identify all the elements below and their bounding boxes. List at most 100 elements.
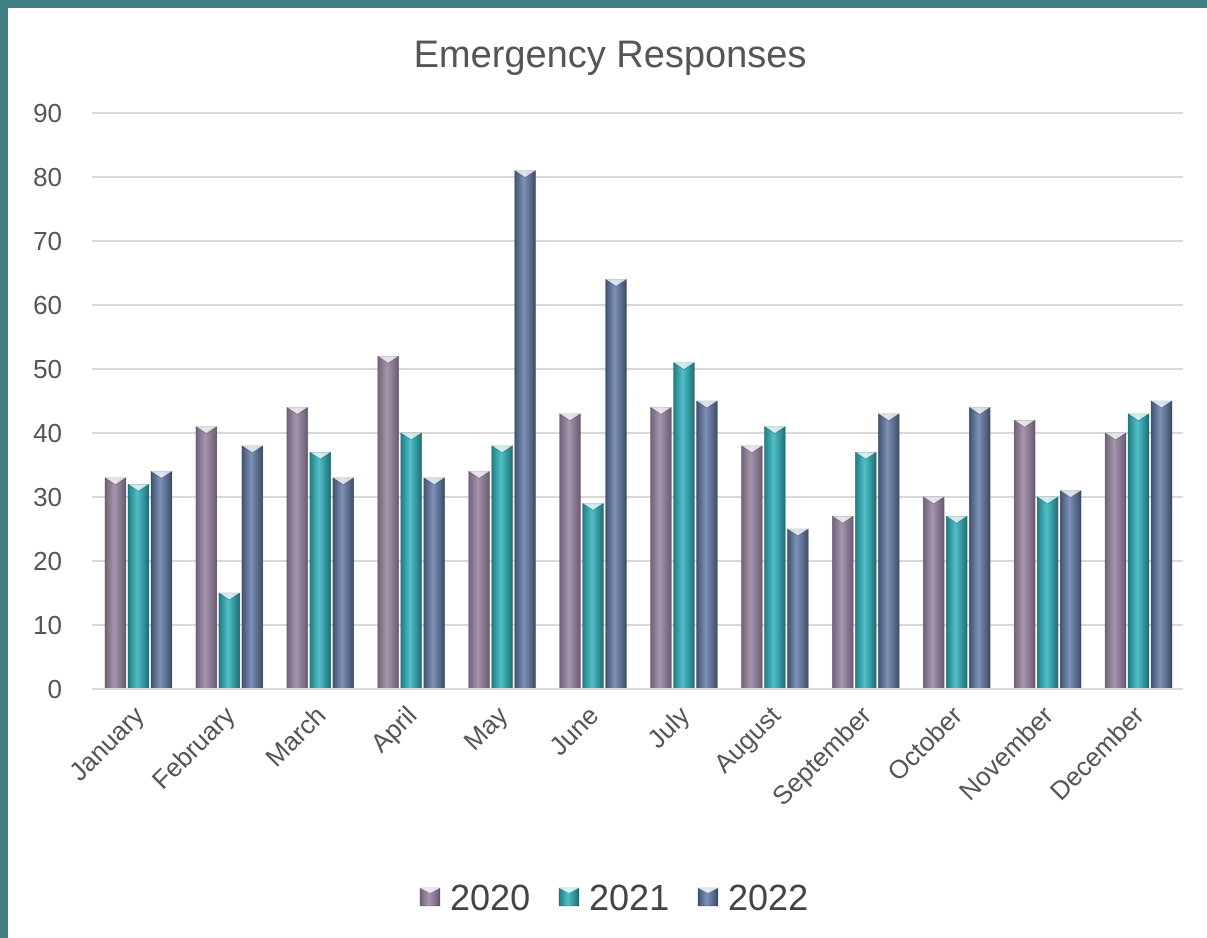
bar-body (468, 471, 490, 690)
bar-cap-edge (309, 451, 332, 460)
x-tick-label: October (881, 700, 968, 787)
bar-cap (150, 471, 172, 479)
bar-body (877, 413, 900, 690)
bar-cap-edge (332, 477, 355, 486)
legend-label: 2020 (450, 877, 530, 918)
bar-body (582, 503, 604, 690)
bar-cap-edge (104, 477, 127, 486)
bar-cap (286, 407, 308, 415)
legend-label: 2022 (728, 877, 808, 918)
bar-2022-december (1150, 400, 1173, 690)
bar-2020-november (1013, 419, 1036, 690)
bar-cap-edge (696, 400, 718, 409)
bar-body (673, 362, 695, 690)
bar-cap-edge (150, 471, 173, 479)
bar-2022-august (787, 528, 809, 690)
bar-2020-october (922, 496, 945, 690)
bar-cap-edge (1104, 432, 1127, 441)
legend-label: 2021 (589, 877, 669, 918)
bar-body (195, 426, 218, 690)
bar-body (332, 477, 355, 690)
bar-cap (1060, 490, 1082, 498)
bar-cap (1151, 401, 1173, 408)
bar-cap (741, 445, 763, 453)
bar-cap (423, 477, 445, 485)
bar-cap (946, 516, 968, 524)
bar-cap (650, 407, 672, 415)
legend: 2020 2021 2022 (419, 877, 808, 918)
bar-cap-edge (945, 515, 968, 524)
bar-cap (855, 452, 877, 460)
bar-cap (218, 593, 240, 600)
bar-2022-november (1059, 490, 1082, 690)
bar-body (218, 592, 241, 690)
bar-cap-edge (241, 445, 264, 454)
bar-cap-edge (1013, 419, 1036, 428)
bar-cap-edge (878, 413, 900, 422)
bar-cap-edge (832, 515, 854, 524)
bar-cap (787, 529, 809, 536)
x-tick-label: November (953, 700, 1059, 806)
bar-body (127, 483, 150, 690)
bar-cap (1128, 413, 1150, 421)
bar-2020-july (650, 407, 672, 690)
legend-item-2021: 2021 (558, 877, 669, 918)
bar-body (491, 445, 513, 690)
bar-body (922, 496, 945, 690)
bar-cap (127, 484, 149, 492)
bar-2022-september (877, 413, 900, 690)
bar-cap-edge (468, 471, 490, 479)
bar-cap (1105, 433, 1127, 440)
bar-cap (764, 426, 786, 434)
bar-2021-november (1036, 496, 1059, 690)
bar-body (423, 477, 446, 690)
bar-body (650, 407, 672, 690)
bar-cap-edge (377, 355, 399, 364)
bar-2022-october (968, 407, 991, 690)
bar-2020-august (741, 445, 763, 690)
bars (92, 170, 1183, 690)
bar-cap-edge (218, 592, 241, 601)
y-tick-label: 40 (33, 418, 62, 448)
bar-cap (969, 407, 991, 415)
x-tick-label: December (1044, 700, 1150, 806)
bar-2021-july (673, 362, 695, 690)
bar-cap-edge (195, 426, 218, 435)
bar-cap-edge (1059, 490, 1082, 499)
bar-cap (673, 362, 695, 370)
bar-cap (582, 503, 604, 511)
bar-2021-june (582, 503, 604, 690)
bar-body (1104, 432, 1127, 690)
x-tick-label: September (766, 700, 877, 811)
legend-swatch-cap (698, 888, 718, 893)
bar-2021-december (1127, 413, 1150, 690)
bar-body (854, 451, 877, 690)
bar-body (559, 413, 581, 690)
bar-cap (923, 497, 945, 504)
y-axis-ticks: 0 10 20 30 40 50 60 70 80 90 (33, 98, 62, 704)
x-tick-label: June (543, 700, 604, 761)
bar-2022-february (241, 445, 264, 690)
bar-cap (241, 445, 263, 453)
bar-body (286, 407, 309, 690)
bar-2021-february (218, 592, 241, 690)
bar-body (241, 445, 264, 690)
bar-cap (1014, 420, 1036, 428)
bar-cap (400, 433, 422, 440)
bar-cap-edge (741, 445, 763, 454)
chart-title: Emergency Responses (414, 34, 807, 76)
bar-2021-march (309, 451, 332, 690)
bar-body (377, 355, 400, 690)
bar-body (968, 407, 991, 690)
bar-2021-may (491, 445, 513, 690)
bar-2020-december (1104, 432, 1127, 690)
bar-cap-edge (1127, 413, 1150, 422)
bar-body (514, 170, 536, 690)
bar-cap-edge (650, 407, 672, 415)
bar-2020-may (468, 471, 490, 690)
bar-2022-january (150, 471, 173, 690)
bar-cap (468, 471, 490, 479)
bar-cap-edge (514, 170, 536, 179)
legend-item-2020: 2020 (419, 877, 530, 918)
bar-cap-edge (286, 407, 309, 415)
